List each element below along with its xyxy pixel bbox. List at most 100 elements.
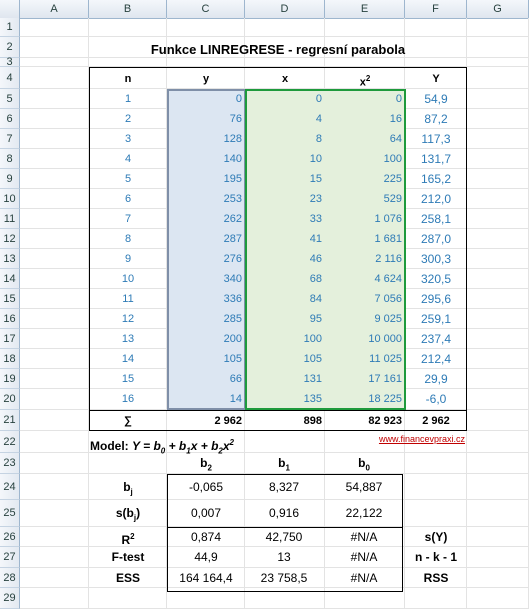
header-n[interactable]: n	[124, 73, 132, 85]
cell-y[interactable]: 340	[223, 273, 242, 285]
stat-label-ess[interactable]: ESS	[89, 568, 167, 588]
cell-Y[interactable]: 29,9	[424, 372, 448, 386]
cell-Y[interactable]: -6,0	[425, 392, 447, 406]
cell-x2[interactable]: 0	[395, 93, 402, 105]
cell-n[interactable]: 3	[124, 133, 132, 145]
cell-Y[interactable]: 300,3	[420, 252, 452, 266]
stat-value-ftest-0[interactable]: 44,9	[194, 550, 218, 564]
cell-x2[interactable]: 4 624	[374, 273, 402, 285]
cell-Y[interactable]: 165,2	[420, 172, 452, 186]
sum-x[interactable]: 898	[303, 415, 322, 427]
cell-x2[interactable]: 7 056	[374, 293, 402, 305]
row-header-23[interactable]: 23	[0, 453, 20, 474]
stat-label-sbj[interactable]: s(bj)	[89, 500, 167, 527]
coef-header-0[interactable]: b2	[167, 453, 245, 474]
cell-Y[interactable]: 212,4	[420, 352, 452, 366]
cell-y[interactable]: 128	[223, 133, 242, 145]
cell-x[interactable]: 33	[309, 213, 322, 225]
row-header-5[interactable]: 5	[0, 89, 20, 109]
row-header-14[interactable]: 14	[0, 269, 20, 289]
stat-value-ess-0[interactable]: 164 164,4	[179, 571, 233, 585]
column-header-f[interactable]: F	[405, 0, 467, 18]
cell-Y[interactable]: 258,1	[420, 212, 452, 226]
cell-y[interactable]: 14	[229, 393, 242, 405]
stat-right-ftest[interactable]: n - k - 1	[414, 550, 457, 564]
cell-x2[interactable]: 10 000	[368, 333, 402, 345]
cell-x2[interactable]: 64	[389, 133, 402, 145]
cell-x[interactable]: 4	[315, 113, 322, 125]
row-header-25[interactable]: 25	[0, 500, 20, 527]
coef-header-1[interactable]: b1	[245, 453, 323, 474]
row-header-26[interactable]: 26	[0, 527, 20, 547]
stat-value-ftest-2[interactable]: #N/A	[350, 550, 378, 564]
cell-x[interactable]: 68	[309, 273, 322, 285]
stat-label-ftest[interactable]: F-test	[89, 547, 167, 568]
column-header-e[interactable]: E	[325, 0, 405, 18]
cell-Y[interactable]: 54,9	[424, 92, 448, 106]
cell-n[interactable]: 2	[124, 113, 132, 125]
cell-x2[interactable]: 100	[383, 153, 402, 165]
model-equation[interactable]: Model: Y = b0 + b1x + b2x2	[90, 433, 234, 455]
cell-y[interactable]: 140	[223, 153, 242, 165]
cell-Y[interactable]: 87,2	[424, 112, 448, 126]
cell-n[interactable]: 6	[124, 193, 132, 205]
column-header-g[interactable]: G	[467, 0, 529, 18]
cell-Y[interactable]: 117,3	[421, 132, 451, 146]
cell-x2[interactable]: 11 025	[369, 353, 402, 365]
website-link[interactable]: www.financevpraxi.cz	[378, 434, 465, 444]
cell-x2[interactable]: 16	[389, 113, 402, 125]
cell-y[interactable]: 287	[223, 233, 242, 245]
row-header-27[interactable]: 27	[0, 547, 20, 568]
cell-x[interactable]: 23	[309, 193, 322, 205]
cell-x2[interactable]: 225	[383, 173, 402, 185]
row-header-13[interactable]: 13	[0, 249, 20, 269]
row-header-20[interactable]: 20	[0, 389, 20, 410]
row-header-21[interactable]: 21	[0, 410, 20, 431]
cell-Y[interactable]: 131,7	[420, 152, 452, 166]
stat-value-ess-1[interactable]: 23 758,5	[260, 571, 308, 585]
cell-Y[interactable]: 287,0	[420, 232, 452, 246]
stat-right-r2[interactable]: s(Y)	[424, 530, 448, 544]
cell-y[interactable]: 285	[223, 313, 242, 325]
cell-n[interactable]: 5	[124, 173, 132, 185]
cell-x[interactable]: 10	[309, 153, 322, 165]
row-header-24[interactable]: 24	[0, 474, 20, 500]
cell-Y[interactable]: 259,1	[420, 312, 452, 326]
cell-x2[interactable]: 529	[383, 193, 402, 205]
select-all-corner[interactable]	[0, 0, 20, 18]
row-header-4[interactable]: 4	[0, 67, 20, 89]
row-header-18[interactable]: 18	[0, 349, 20, 369]
row-header-6[interactable]: 6	[0, 109, 20, 129]
column-header-b[interactable]: B	[89, 0, 167, 18]
stat-value-r2-1[interactable]: 42,750	[265, 530, 303, 544]
stat-value-bj-2[interactable]: 54,887	[345, 480, 383, 494]
cell-n[interactable]: 16	[121, 393, 135, 405]
sum-Y[interactable]: 2 962	[422, 415, 450, 427]
cell-n[interactable]: 8	[124, 233, 132, 245]
row-header-3[interactable]: 3	[0, 57, 20, 68]
cell-n[interactable]: 9	[124, 253, 132, 265]
stat-value-bj-0[interactable]: -0,065	[188, 480, 224, 494]
cell-x2[interactable]: 1 076	[374, 213, 402, 225]
stat-value-r2-2[interactable]: #N/A	[350, 530, 378, 544]
header-x-squared[interactable]: x2	[325, 69, 405, 89]
row-header-19[interactable]: 19	[0, 369, 20, 389]
cell-x[interactable]: 0	[315, 93, 322, 105]
row-header-1[interactable]: 1	[0, 18, 20, 37]
stat-value-bj-1[interactable]: 8,327	[268, 480, 300, 494]
cell-Y[interactable]: 212,0	[420, 192, 452, 206]
cell-y[interactable]: 262	[223, 213, 242, 225]
cell-x2[interactable]: 2 116	[375, 253, 402, 265]
cell-x[interactable]: 95	[309, 313, 322, 325]
cell-n[interactable]: 7	[124, 213, 132, 225]
column-header-d[interactable]: D	[245, 0, 325, 18]
stat-value-r2-0[interactable]: 0,874	[190, 530, 222, 544]
cell-x2[interactable]: 9 025	[374, 313, 402, 325]
header-x[interactable]: x	[281, 73, 289, 85]
cell-x2[interactable]: 18 225	[368, 393, 402, 405]
cell-x[interactable]: 15	[309, 173, 322, 185]
cell-y[interactable]: 76	[229, 113, 242, 125]
column-header-c[interactable]: C	[167, 0, 245, 18]
cell-Y[interactable]: 320,5	[420, 272, 452, 286]
cell-y[interactable]: 276	[223, 253, 242, 265]
